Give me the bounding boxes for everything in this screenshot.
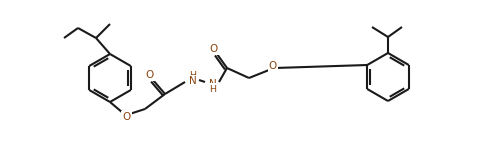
Text: H: H	[190, 72, 196, 80]
Text: N: N	[189, 76, 197, 86]
Text: O: O	[269, 61, 277, 71]
Text: H: H	[210, 85, 217, 93]
Text: O: O	[122, 112, 131, 122]
Text: O: O	[146, 70, 154, 80]
Text: O: O	[210, 44, 218, 54]
Text: N: N	[209, 79, 217, 89]
